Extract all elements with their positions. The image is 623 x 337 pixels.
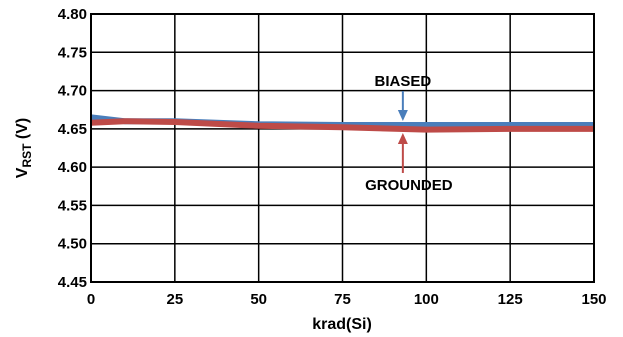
y-tick-label: 4.75	[58, 44, 87, 61]
x-tick-label: 150	[581, 291, 606, 308]
annotation-arrow-head	[397, 132, 408, 144]
x-axis-label: krad(Si)	[312, 316, 372, 333]
y-tick-label: 4.60	[58, 159, 87, 176]
annotation-biased: BIASED	[375, 73, 432, 122]
grid	[91, 14, 594, 282]
y-tick-label: 4.55	[58, 197, 87, 214]
y-axis-label-unit: (V)	[14, 118, 31, 144]
y-tick-label: 4.65	[58, 121, 87, 138]
series-lines	[90, 114, 594, 133]
y-axis-label-main: V	[14, 167, 31, 178]
annotation-arrow-head	[397, 110, 408, 122]
y-tick-label: 4.45	[58, 274, 87, 291]
x-tick-label: 75	[334, 291, 351, 308]
annotation-grounded: GROUNDED	[365, 132, 453, 194]
x-tick-label: 25	[166, 291, 183, 308]
series-line-grounded	[90, 118, 594, 133]
y-axis-label-sub: RST	[20, 143, 34, 168]
y-axis-label: VRST (V)	[14, 118, 34, 178]
y-tick-label: 4.70	[58, 83, 87, 100]
y-tick-label: 4.80	[58, 6, 87, 23]
x-tick-labels: 0 25 50 75 100 125 150	[87, 291, 607, 308]
x-tick-label: 0	[87, 291, 95, 308]
y-tick-label: 4.50	[58, 236, 87, 253]
plot-frame	[90, 13, 595, 283]
x-tick-label: 125	[498, 291, 523, 308]
annotation-text: GROUNDED	[365, 177, 453, 194]
annotations: BIASED GROUNDED	[365, 73, 453, 194]
annotation-text: BIASED	[375, 73, 432, 90]
x-tick-label: 100	[414, 291, 439, 308]
x-tick-label: 50	[250, 291, 267, 308]
y-tick-labels: 4.45 4.50 4.55 4.60 4.65 4.70 4.75 4.80	[58, 6, 87, 291]
